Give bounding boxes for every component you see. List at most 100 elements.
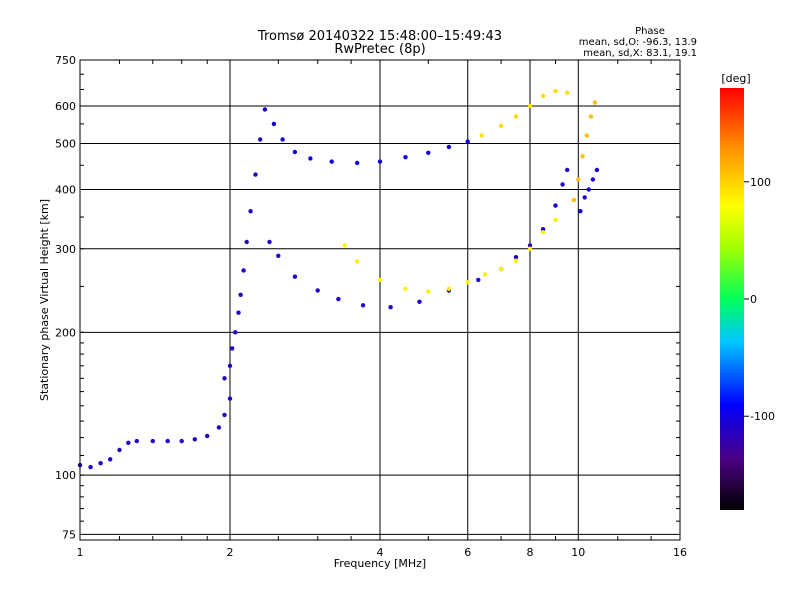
data-point (165, 438, 170, 444)
data-point (553, 217, 558, 223)
data-point (465, 280, 470, 285)
colorbar-label: [deg] (721, 72, 750, 85)
data-point (403, 286, 408, 291)
data-point (222, 376, 227, 381)
data-point (560, 182, 565, 187)
data-point (292, 149, 298, 155)
y-tick-label: 300 (55, 243, 76, 256)
data-point (150, 438, 155, 444)
data-point (582, 195, 587, 200)
data-point (586, 187, 591, 192)
x-tick-label: 2 (227, 546, 234, 559)
data-point (271, 121, 277, 127)
data-point (267, 239, 272, 245)
data-point (540, 227, 546, 232)
y-tick-label: 600 (55, 100, 76, 113)
data-point (227, 396, 233, 401)
data-point (594, 167, 600, 173)
plot-frame (79, 59, 681, 541)
phase-stats-x: mean, sd,X: 83.1, 19.1 (583, 48, 697, 59)
data-point (248, 209, 253, 214)
data-point (540, 230, 546, 235)
data-point (465, 139, 470, 144)
y-tick-label: 100 (55, 469, 76, 482)
colorbar-tick-label: -100 (750, 410, 775, 423)
data-point (553, 88, 558, 94)
data-point (513, 255, 519, 260)
data-point (117, 447, 122, 453)
x-axis-label: Frequency [MHz] (334, 557, 426, 570)
data-point (236, 310, 241, 315)
data-point (244, 239, 249, 245)
data-point (540, 93, 546, 99)
data-point (238, 292, 243, 297)
data-point (403, 155, 408, 160)
data-point (426, 150, 431, 155)
phase-stats-o: mean, sd,O: -96.3, 13.9 (579, 37, 697, 48)
colorbar (720, 88, 744, 510)
data-point (498, 123, 504, 128)
data-point (584, 133, 589, 138)
data-point (476, 277, 481, 283)
y-axis-label: Stationary phase Virtual Height [km] (38, 199, 51, 401)
data-point (222, 412, 227, 418)
data-point (360, 303, 366, 308)
data-point (253, 172, 258, 177)
data-point (377, 159, 383, 164)
data-point (498, 266, 504, 272)
data-point (588, 114, 594, 119)
data-point (216, 425, 222, 430)
data-point (527, 243, 533, 248)
y-tick-label: 500 (55, 138, 76, 151)
x-tick-label: 1 (77, 546, 84, 559)
x-tick-label: 4 (377, 546, 384, 559)
data-point (446, 144, 452, 150)
chart-title: Tromsø 20140322 15:48:00–15:49:43 (257, 29, 502, 44)
data-point (126, 440, 131, 445)
axis-ticks: 1 2 4 6 8 10 16 75 100 200 300 400 500 600 750 (55, 54, 687, 559)
data-point (233, 330, 238, 335)
data-point (590, 177, 596, 182)
data-point (355, 259, 360, 264)
data-point (527, 246, 533, 251)
data-point (336, 296, 341, 302)
data-point (262, 107, 268, 112)
data-points (77, 88, 600, 470)
data-point (227, 363, 233, 368)
y-tick-label: 750 (55, 54, 76, 67)
data-point (292, 274, 298, 279)
x-tick-label: 16 (673, 546, 687, 559)
colorbar-tick-label: 0 (750, 293, 757, 306)
data-point (578, 209, 583, 214)
phase-stats-heading: Phase (635, 26, 665, 37)
data-point (571, 197, 577, 203)
data-point (205, 433, 210, 439)
data-point (377, 277, 383, 283)
grid-lines (80, 60, 680, 540)
data-point (108, 457, 113, 462)
colorbar-ticks: 100 0 -100 (744, 176, 775, 423)
data-point (192, 437, 197, 442)
data-point (565, 90, 570, 95)
data-point (276, 253, 281, 258)
data-point (482, 272, 488, 277)
x-tick-label: 10 (571, 546, 585, 559)
x-tick-label: 6 (464, 546, 471, 559)
colorbar-tick-label: 100 (750, 176, 771, 189)
data-point (553, 203, 558, 208)
data-point (446, 286, 452, 291)
data-point (241, 268, 246, 273)
chart-subtitle: RwPretec (8p) (334, 42, 425, 57)
data-point (179, 438, 184, 444)
data-point (98, 461, 103, 466)
y-tick-label: 75 (62, 528, 76, 541)
x-tick-label: 8 (527, 546, 534, 559)
data-point (592, 100, 598, 105)
data-point (329, 159, 334, 164)
data-point (576, 177, 581, 182)
y-tick-label: 400 (55, 184, 76, 197)
data-point (527, 103, 533, 109)
data-point (134, 438, 139, 444)
data-point (388, 305, 393, 310)
